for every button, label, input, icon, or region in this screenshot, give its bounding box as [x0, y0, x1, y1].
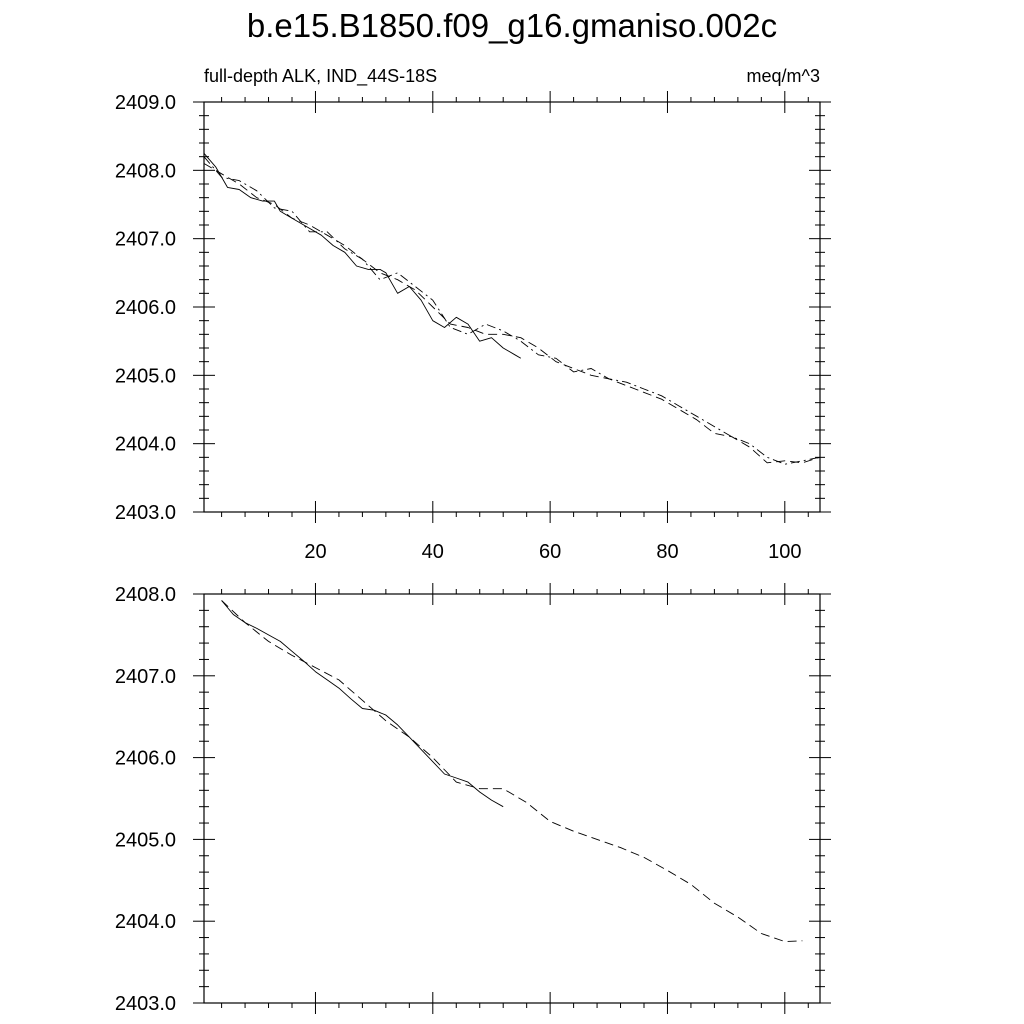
y-tick-label: 2406.0 — [115, 297, 176, 319]
y-tick-label: 2405.0 — [115, 365, 176, 387]
y-tick-label: 2407.0 — [115, 666, 176, 688]
x-tick-label: 20 — [304, 541, 326, 563]
series-line-solid — [203, 153, 522, 359]
x-tick-label: 60 — [539, 541, 561, 563]
x-tick-label: 100 — [768, 541, 801, 563]
subtitle-right: meq/m^3 — [747, 66, 820, 86]
bottom-panel: 2403.0 2404.0 2405.0 2406.0 2407.0 2408.0 — [115, 583, 831, 1015]
y-tick-label: 2403.0 — [115, 502, 176, 524]
x-tick-label: 40 — [422, 541, 444, 563]
x-tick-label: 80 — [656, 541, 678, 563]
y-tick-label: 2405.0 — [115, 829, 176, 851]
chart-title: b.e15.B1850.f09_g16.gmaniso.002c — [247, 7, 777, 44]
y-tick-label: 2408.0 — [115, 584, 176, 606]
series-line-solid — [221, 600, 504, 808]
y-tick-label: 2409.0 — [115, 92, 176, 114]
series-line-dashed — [221, 600, 803, 943]
y-tick-label: 2404.0 — [115, 911, 176, 933]
top-panel: 2403.0 2404.0 2405.0 2406.0 2407.0 2408.0 2409… — [115, 91, 831, 563]
series-line-dash-dot — [203, 156, 821, 465]
y-tick-label: 2404.0 — [115, 434, 176, 456]
subtitle-left: full-depth ALK, IND_44S-18S — [204, 66, 437, 87]
y-tick-label: 2403.0 — [115, 993, 176, 1015]
y-tick-label: 2406.0 — [115, 748, 176, 770]
y-tick-label: 2408.0 — [115, 160, 176, 182]
plot-frame — [203, 101, 821, 513]
series-line-dashed — [203, 163, 821, 464]
plot-frame — [203, 593, 821, 1004]
y-tick-label: 2407.0 — [115, 229, 176, 251]
